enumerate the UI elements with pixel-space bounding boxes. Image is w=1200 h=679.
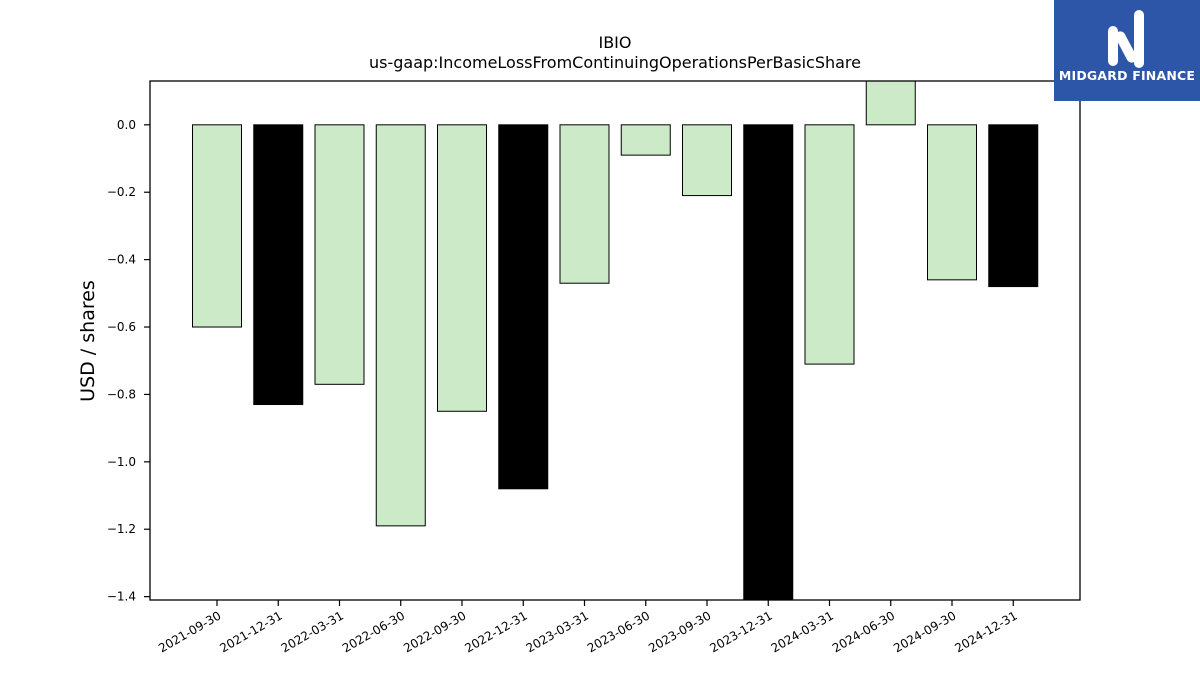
- y-axis-label: USD / shares: [77, 280, 99, 402]
- bar-2024-09-30: [927, 124, 977, 281]
- x-tick-label: 2023-09-30: [646, 608, 713, 655]
- bar-2022-09-30: [437, 124, 487, 412]
- y-tick-label: 0.0: [117, 118, 136, 132]
- y-ticks-group: 0.0 −0.2 −0.4 −0.6 −0.8 −1.0 −1.2 −1.4: [107, 118, 150, 604]
- x-tick-label: 2023-12-31: [707, 608, 774, 655]
- x-tick-label: 2022-12-31: [462, 608, 529, 655]
- bar-2022-12-31: [498, 124, 549, 490]
- chart-title: IBIO: [598, 33, 631, 52]
- midgard-logo-icon: [1108, 10, 1144, 68]
- bar-2021-12-31: [253, 124, 304, 406]
- x-tick-label: 2023-06-30: [585, 608, 652, 655]
- y-tick-label: −1.2: [107, 522, 136, 536]
- bars-group: [192, 81, 1039, 600]
- y-tick-label: −1.4: [107, 590, 136, 604]
- bar-2024-06-30: [865, 81, 916, 126]
- x-tick-label: 2024-03-31: [769, 608, 836, 655]
- x-tick-label: 2024-06-30: [830, 608, 897, 655]
- brand-logo: MIDGARD FINANCE: [1054, 0, 1200, 101]
- y-tick-label: −1.0: [107, 455, 136, 469]
- x-tick-label: 2023-03-31: [524, 608, 591, 655]
- x-tick-label: 2021-12-31: [217, 608, 284, 655]
- chart-subtitle: us-gaap:IncomeLossFromContinuingOperatio…: [369, 53, 861, 72]
- y-tick-label: −0.8: [107, 387, 136, 401]
- x-tick-label: 2022-03-31: [279, 608, 346, 655]
- plot-frame: [149, 80, 1081, 601]
- x-tick-label: 2022-09-30: [401, 608, 468, 655]
- bar-2023-09-30: [682, 124, 732, 197]
- y-tick-label: −0.4: [107, 253, 136, 267]
- bar-2024-12-31: [988, 124, 1039, 288]
- bar-2022-06-30: [375, 124, 426, 527]
- bar-2022-03-31: [314, 124, 365, 385]
- bar-2023-03-31: [559, 124, 610, 284]
- bar-2024-03-31: [804, 124, 855, 365]
- y-tick-label: −0.2: [107, 185, 136, 199]
- brand-logo-text: MIDGARD FINANCE: [1058, 68, 1196, 83]
- x-tick-label: 2024-09-30: [891, 608, 958, 655]
- y-tick-label: −0.6: [107, 320, 136, 334]
- x-ticks-group: 2021-09-302021-12-312022-03-312022-06-30…: [156, 600, 1020, 655]
- bar-2021-09-30: [192, 124, 242, 328]
- bar-2023-06-30: [620, 124, 671, 156]
- x-tick-label: 2024-12-31: [952, 608, 1019, 655]
- bar-2023-12-31: [743, 124, 794, 600]
- x-tick-label: 2021-09-30: [156, 608, 223, 655]
- x-tick-label: 2022-06-30: [340, 608, 407, 655]
